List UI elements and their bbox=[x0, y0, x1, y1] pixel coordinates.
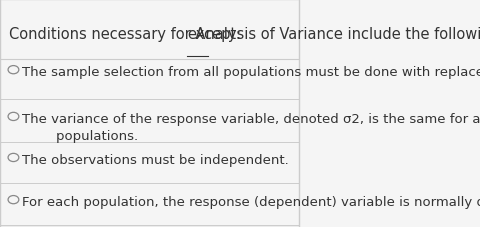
Text: Conditions necessary for Analysis of Variance include the following,: Conditions necessary for Analysis of Var… bbox=[9, 27, 480, 42]
Text: The observations must be independent.: The observations must be independent. bbox=[23, 153, 288, 166]
FancyBboxPatch shape bbox=[0, 0, 298, 227]
Text: For each population, the response (dependent) variable is normally distributed: For each population, the response (depen… bbox=[23, 195, 480, 208]
Text: except:: except: bbox=[187, 27, 240, 42]
Text: The variance of the response variable, denoted σ2, is the same for all of the
  : The variance of the response variable, d… bbox=[23, 112, 480, 142]
Text: The sample selection from all populations must be done with replacement: The sample selection from all population… bbox=[23, 66, 480, 79]
